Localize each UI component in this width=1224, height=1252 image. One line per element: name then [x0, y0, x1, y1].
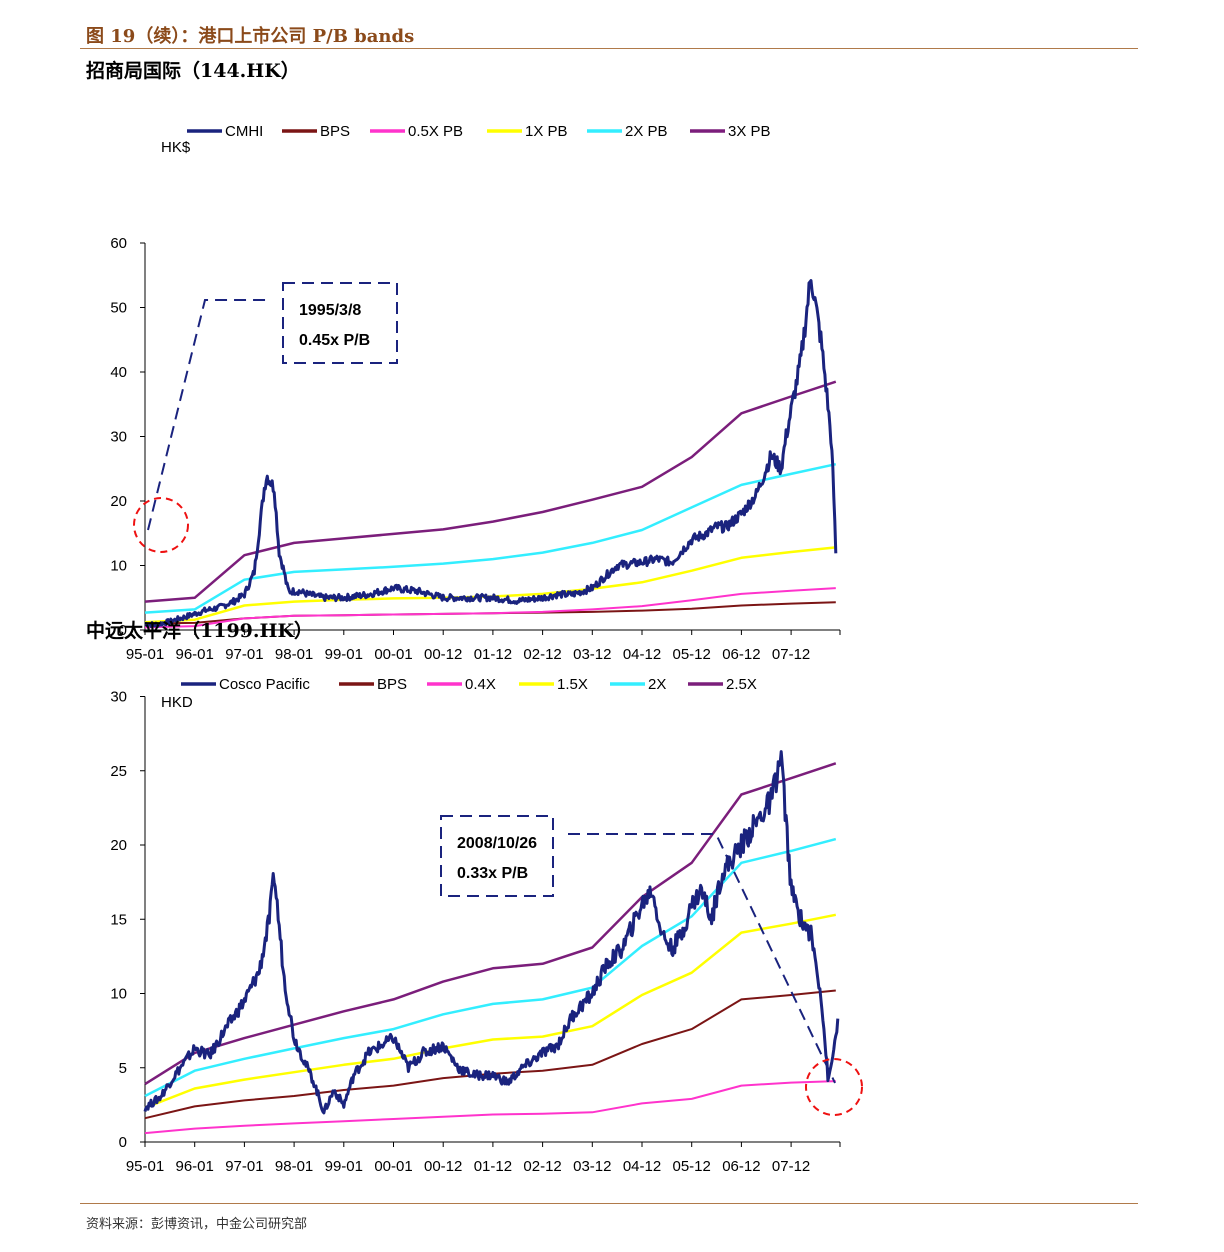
- legend-entry: 1.5X: [557, 676, 588, 693]
- chart-cosco-pacific-pb-bands: 0 5 10 15 20 25 30 95-01 96-01 97-01 98-01 99-01 00-…: [110, 676, 863, 1175]
- source-note: 资料来源：彭博资讯，中金公司研究部: [86, 1217, 308, 1232]
- y-tick-label: 50: [110, 300, 127, 317]
- x-tick-label: 04-12: [623, 646, 661, 663]
- x-tick-label: 98-01: [275, 1158, 313, 1175]
- x-tick-label: 01-12: [474, 646, 512, 663]
- series-line-5: [144, 762, 837, 1086]
- x-tick-label: 05-12: [673, 646, 711, 663]
- annotation-leader: [568, 833, 836, 1084]
- annotation-leader: [147, 299, 272, 531]
- legend-entry: 2X: [648, 676, 666, 693]
- highlight-circle: [805, 1058, 863, 1116]
- y-tick-label: 25: [110, 763, 127, 780]
- x-tick-label: 07-12: [772, 646, 810, 663]
- chart1-title: 招商局国际（144.HK）: [86, 60, 300, 82]
- x-tick-label: 95-01: [126, 646, 164, 663]
- y-tick-label: 0: [119, 622, 127, 639]
- y-tick-label: 60: [110, 235, 127, 252]
- chart-cmhi-pb-bands: 0 10 20 30 40 50 60 95-01 96-01 97-01 98-01 99-01 00…: [110, 123, 841, 663]
- bottom-rule: [80, 1203, 1138, 1204]
- annotation-text: 0.45x P/B: [299, 332, 370, 349]
- annotation-box: [282, 282, 398, 364]
- x-tick-label: 04-12: [623, 1158, 661, 1175]
- y-tick-label: 10: [110, 986, 127, 1003]
- legend-entry: CMHI: [225, 123, 263, 140]
- series-line-1: [144, 989, 836, 1120]
- legend-entry: 0.4X: [465, 676, 496, 693]
- annotation-text: 2008/10/26: [457, 835, 537, 852]
- series-line-2: [144, 587, 836, 629]
- x-tick-label: 06-12: [722, 1158, 760, 1175]
- x-tick-label: 03-12: [573, 646, 611, 663]
- series-line-0: [143, 750, 840, 1115]
- series-line-5: [144, 380, 837, 603]
- legend-entry: BPS: [320, 123, 350, 140]
- x-tick-label: 98-01: [275, 646, 313, 663]
- x-tick-label: 02-12: [523, 646, 561, 663]
- x-tick-label: 00-12: [424, 1158, 462, 1175]
- x-tick-label: 02-12: [523, 1158, 561, 1175]
- legend-entry: 2.5X: [726, 676, 757, 693]
- annotation-text: 1995/3/8: [299, 302, 361, 319]
- legend-entry: 3X PB: [728, 123, 771, 140]
- x-tick-label: 01-12: [474, 1158, 512, 1175]
- x-tick-label: 05-12: [673, 1158, 711, 1175]
- top-rule: [80, 48, 1138, 49]
- x-tick-label: 00-12: [424, 646, 462, 663]
- x-tick-label: 96-01: [176, 646, 214, 663]
- legend-entry: Cosco Pacific: [219, 676, 310, 693]
- y-axis-unit-label: HKD: [161, 694, 193, 711]
- x-tick-label: 00-01: [374, 646, 412, 663]
- y-tick-label: 30: [110, 429, 127, 446]
- x-tick-label: 00-01: [374, 1158, 412, 1175]
- x-tick-label: 95-01: [126, 1158, 164, 1175]
- y-tick-label: 40: [110, 364, 127, 381]
- highlight-circle: [133, 497, 189, 553]
- x-tick-label: 07-12: [772, 1158, 810, 1175]
- legend-entry: BPS: [377, 676, 407, 693]
- y-tick-label: 5: [119, 1060, 127, 1077]
- x-tick-label: 96-01: [176, 1158, 214, 1175]
- x-tick-label: 97-01: [225, 1158, 263, 1175]
- y-axis-unit-label: HK$: [161, 139, 191, 156]
- y-tick-label: 30: [110, 689, 127, 706]
- x-tick-label: 06-12: [722, 646, 760, 663]
- x-tick-label: 03-12: [573, 1158, 611, 1175]
- series-line-4: [144, 462, 837, 614]
- chart2-title: 中远太平洋（1199.HK）: [86, 620, 313, 642]
- series-line-0: [144, 279, 838, 628]
- series-line-4: [144, 837, 837, 1098]
- annotation-text: 0.33x P/B: [457, 865, 528, 882]
- series-line-3: [144, 913, 837, 1109]
- x-tick-label: 97-01: [225, 646, 263, 663]
- legend-entry: 0.5X PB: [408, 123, 463, 140]
- series-line-2: [144, 1080, 836, 1135]
- figure-title: 图 19（续）：港口上市公司 P/B bands: [86, 26, 415, 47]
- y-tick-label: 10: [110, 558, 127, 575]
- x-tick-label: 99-01: [325, 1158, 363, 1175]
- y-tick-label: 20: [110, 837, 127, 854]
- y-tick-label: 20: [110, 493, 127, 510]
- legend-entry: 1X PB: [525, 123, 568, 140]
- y-tick-label: 0: [119, 1134, 127, 1151]
- x-tick-label: 99-01: [325, 646, 363, 663]
- y-tick-label: 15: [110, 911, 127, 928]
- annotation-box: [440, 815, 554, 897]
- legend-entry: 2X PB: [625, 123, 668, 140]
